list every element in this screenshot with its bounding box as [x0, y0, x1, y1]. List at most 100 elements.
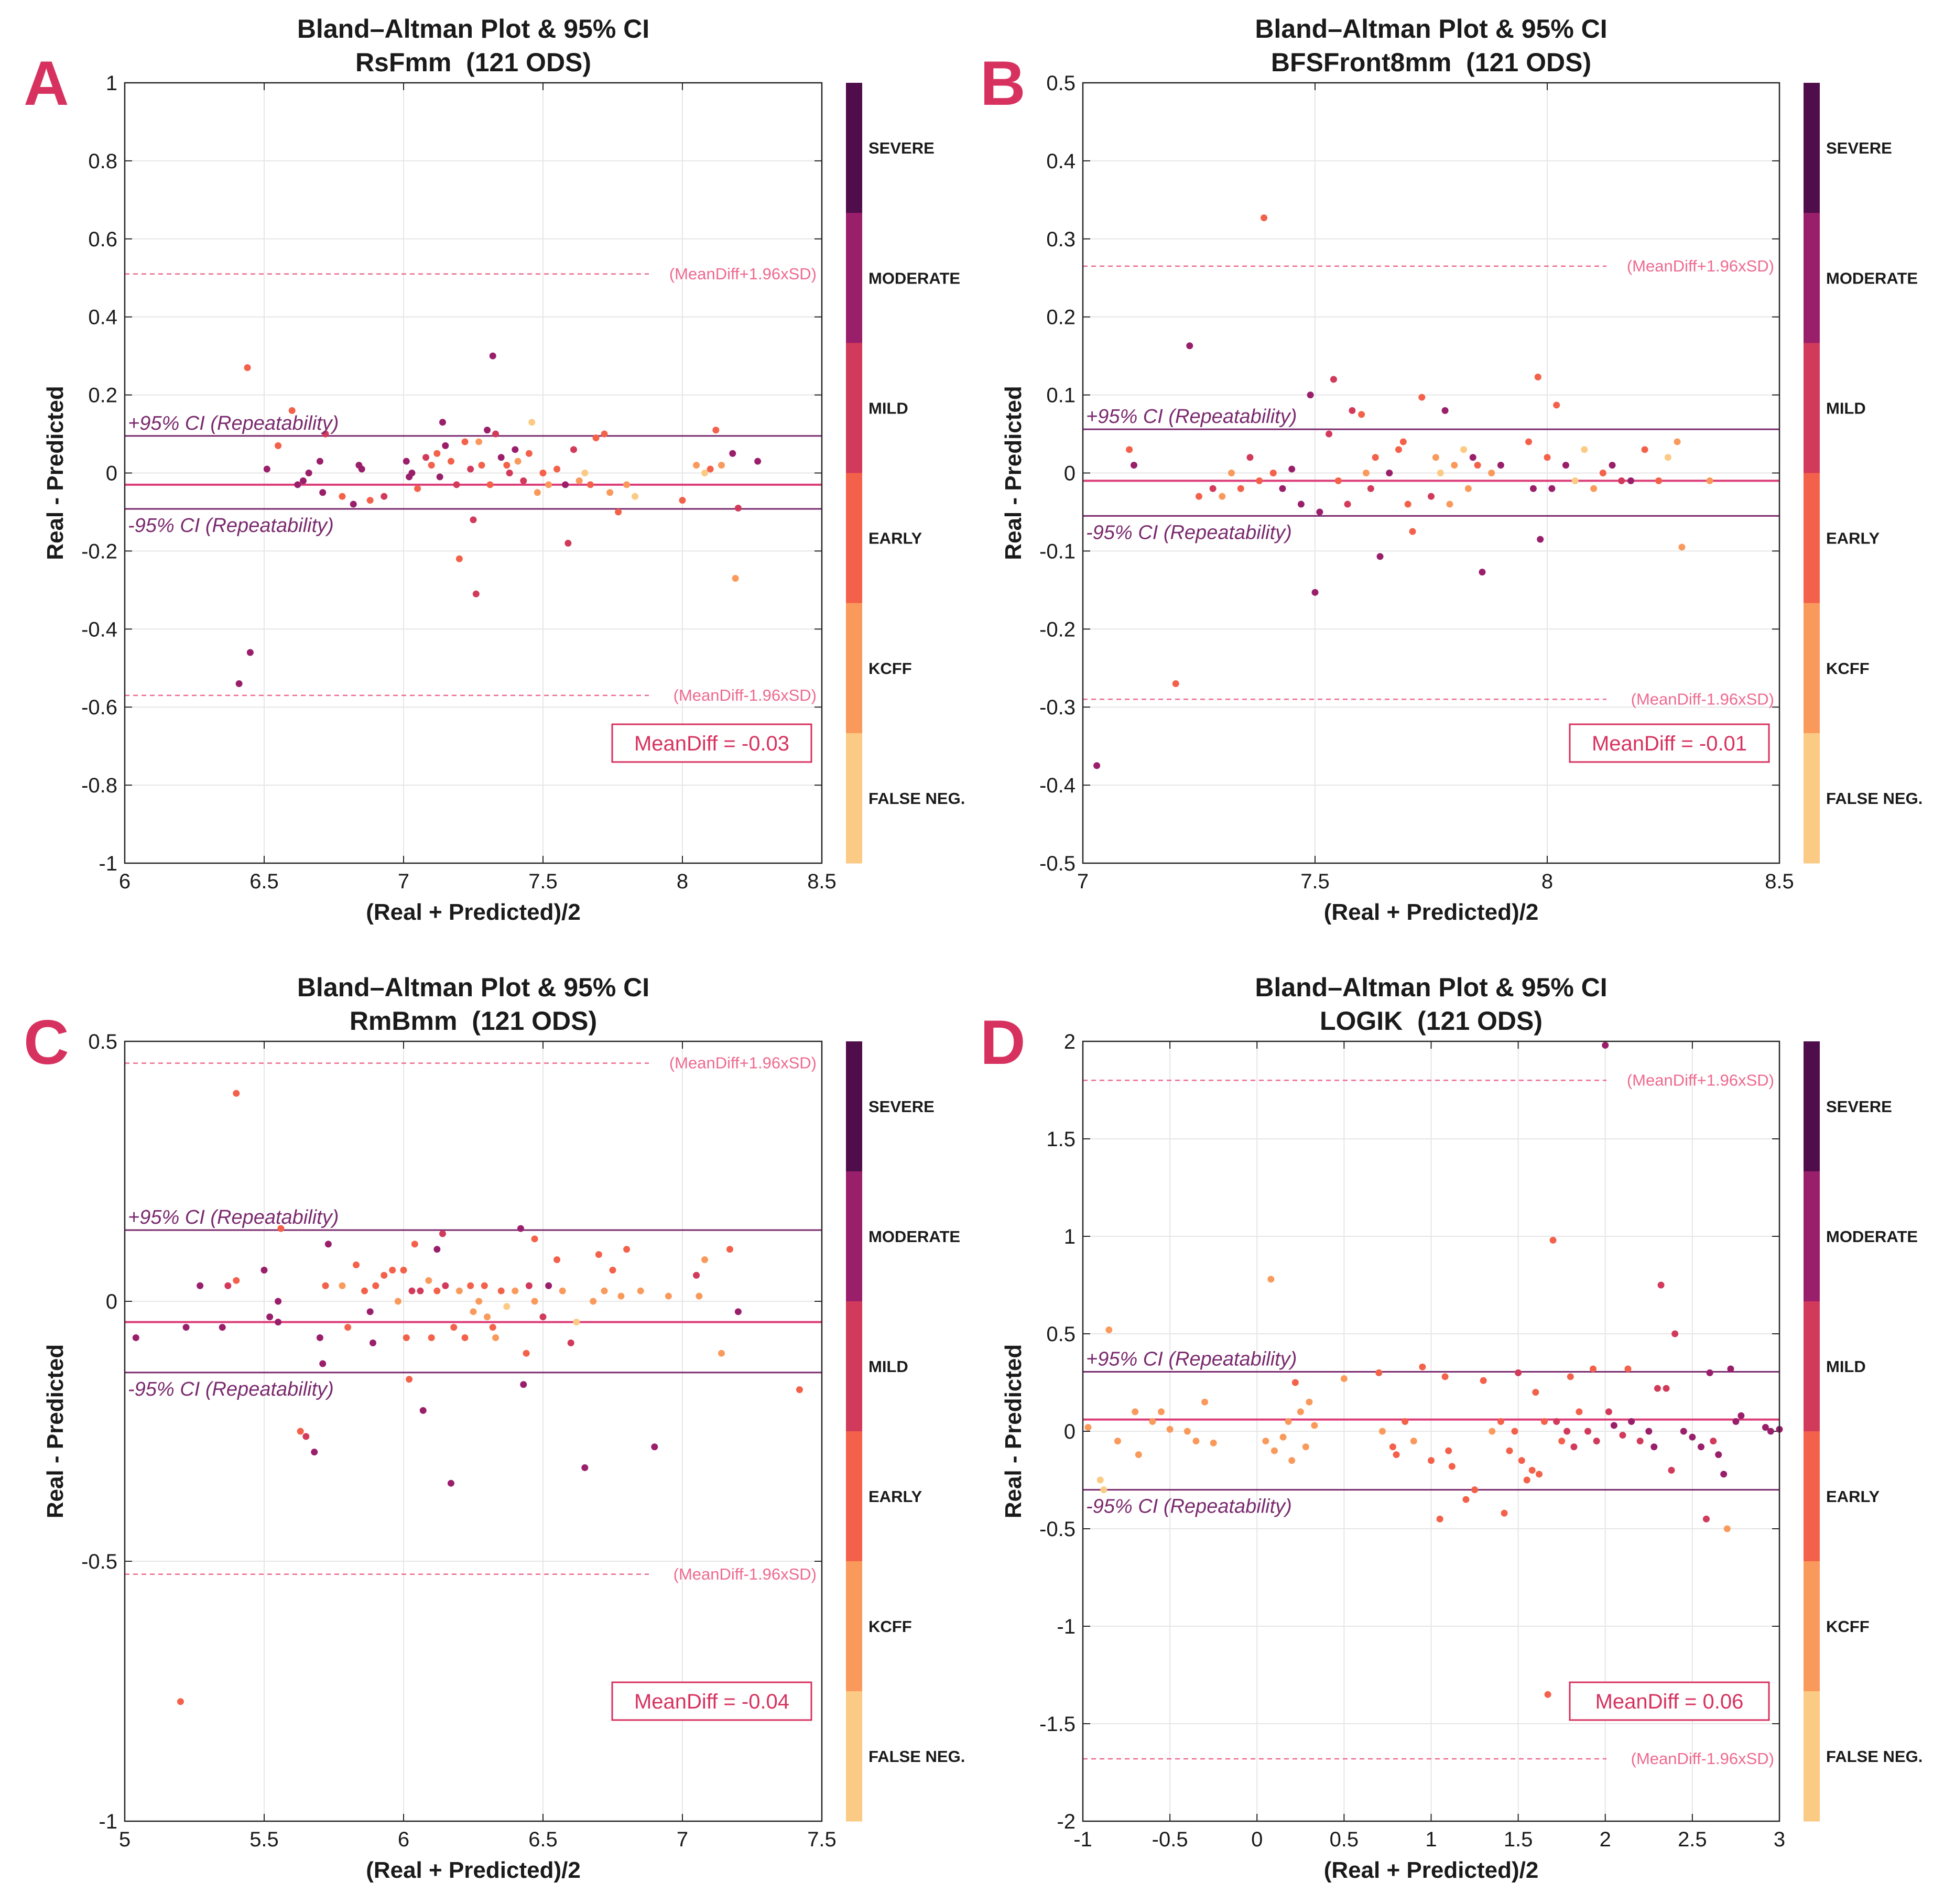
colorbar-segment: [846, 343, 862, 473]
data-point: [1589, 1365, 1597, 1373]
data-point: [1285, 1418, 1292, 1425]
data-point: [1269, 470, 1277, 476]
data-point: [503, 1303, 511, 1310]
y-tick-label: 0.2: [1046, 306, 1076, 329]
data-point: [525, 1282, 533, 1289]
data-point: [1201, 1398, 1209, 1406]
data-point: [1497, 462, 1504, 469]
data-point: [361, 1287, 368, 1294]
x-tick-label: 7: [398, 870, 409, 893]
colorbar-segment: [1804, 1041, 1820, 1172]
data-point: [1689, 1433, 1696, 1441]
colorbar-label: MILD: [1826, 1357, 1866, 1376]
data-point: [439, 1230, 446, 1237]
colorbar-segment: [846, 1041, 862, 1172]
data-point: [726, 1246, 733, 1253]
data-point: [707, 465, 714, 473]
y-tick-label: 0.2: [88, 384, 117, 407]
data-point: [233, 1277, 240, 1284]
data-point: [455, 555, 463, 562]
data-point: [358, 465, 365, 473]
data-point: [534, 489, 541, 496]
data-point: [1636, 1438, 1644, 1445]
data-point: [1723, 1525, 1731, 1532]
data-point: [592, 434, 600, 441]
x-tick-label: 7.5: [528, 870, 558, 893]
data-point: [1537, 536, 1544, 543]
data-point: [601, 1287, 608, 1294]
data-point: [1627, 477, 1634, 484]
data-point: [1462, 1496, 1470, 1503]
data-point: [1534, 373, 1541, 380]
x-tick-label: 3: [1774, 1828, 1785, 1851]
data-point: [718, 462, 725, 469]
data-point: [1710, 1438, 1717, 1445]
y-tick-label: -1: [99, 1810, 117, 1833]
data-point: [389, 1266, 396, 1274]
data-point: [1376, 553, 1384, 560]
data-point: [369, 1339, 376, 1346]
data-point: [520, 1381, 527, 1388]
data-point: [1419, 1363, 1426, 1370]
chart-title: Bland–Altman Plot & 95% CI: [1255, 14, 1607, 43]
data-point: [1706, 1369, 1713, 1376]
data-point: [1084, 1424, 1092, 1431]
data-point: [489, 1324, 496, 1331]
data-point: [1432, 454, 1439, 461]
data-point: [734, 505, 742, 512]
x-tick-label: 7.5: [1300, 870, 1330, 893]
colorbar-segment: [846, 473, 862, 604]
data-point: [1149, 1418, 1156, 1425]
colorbar-label: MODERATE: [868, 1227, 960, 1246]
axes-frame: [124, 1040, 823, 1822]
mean-diff-value: MeanDiff = -0.01: [1592, 732, 1747, 755]
colorbar-label: MODERATE: [1826, 269, 1918, 287]
y-tick-label: -2: [1057, 1810, 1076, 1833]
data-point: [1158, 1408, 1165, 1416]
data-point: [288, 407, 296, 414]
colorbar-segment: [1804, 213, 1820, 343]
data-point: [350, 501, 357, 508]
panel-c: 5 5.5 6 6.5 7 7.5 -1 -0.5 0 0.5 (MeanDiff+1.96xSD)…: [24, 973, 965, 1883]
mean-diff-box: [1569, 1681, 1770, 1721]
chart-subtitle: BFSFront8mm (121 ODS): [1271, 48, 1591, 77]
data-point: [587, 481, 594, 488]
data-point: [1697, 1443, 1704, 1451]
data-point: [1590, 485, 1598, 492]
chart-subtitle: LOGIK (121 ODS): [1320, 1006, 1543, 1036]
data-point: [523, 1350, 530, 1357]
data-point: [442, 1282, 449, 1289]
colorbar-label: MODERATE: [1826, 1227, 1918, 1246]
data-point: [339, 1282, 346, 1289]
data-point: [484, 1313, 491, 1321]
panel-a: 6 6.5 7 7.5 8 8.5 -1 -0.8 -0.6 -0.4 -0.2 0 0.2 0.4 0.6…: [24, 14, 965, 925]
x-tick-label: -1: [1073, 1828, 1092, 1851]
colorbar-segment: [846, 1431, 862, 1562]
data-point: [1715, 1451, 1722, 1459]
data-point: [366, 1308, 374, 1315]
data-point: [1114, 1438, 1121, 1445]
x-tick-label: 0: [1251, 1828, 1263, 1851]
data-point: [447, 1479, 454, 1487]
panel-b: 7 7.5 8 8.5 -0.5 -0.4 -0.3 -0.2 -0.1 0 0.1 0.2 0.3 0.…: [980, 14, 1923, 925]
data-point: [447, 458, 454, 465]
data-point: [1674, 438, 1681, 445]
mean-diff-box: [1569, 723, 1770, 763]
data-point: [319, 1360, 327, 1367]
data-point: [539, 1313, 547, 1321]
data-point: [1532, 1389, 1539, 1396]
data-point: [1441, 1373, 1449, 1380]
data-point: [381, 1271, 388, 1279]
data-point: [1279, 1433, 1287, 1441]
y-tick-label: 0.4: [88, 306, 117, 329]
y-tick-label: 0.5: [1046, 1323, 1076, 1346]
data-point: [472, 590, 480, 597]
data-point: [1196, 493, 1202, 500]
data-point: [1418, 394, 1426, 401]
data-point: [1372, 454, 1379, 461]
colorbar-segment: [1804, 1301, 1820, 1432]
y-tick-label: 0.3: [1046, 228, 1076, 251]
data-point: [1105, 1326, 1113, 1334]
colorbar-label: EARLY: [868, 1487, 922, 1506]
data-point: [575, 477, 583, 484]
